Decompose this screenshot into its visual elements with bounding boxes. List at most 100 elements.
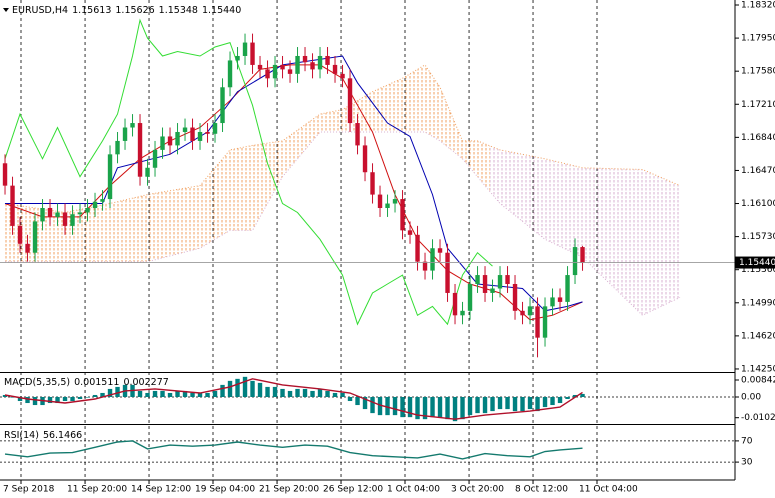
macd-bar <box>220 384 225 397</box>
candle-body <box>557 297 563 302</box>
indicator-header: RSI(14) 56.1466 <box>4 430 82 441</box>
candle-body <box>280 64 285 70</box>
candle-body <box>220 87 225 124</box>
candle-body <box>212 123 218 134</box>
macd-bar <box>445 396 450 420</box>
indicator-line <box>5 55 583 312</box>
candle-body <box>40 207 45 222</box>
candle-body <box>310 62 315 70</box>
macd-bar <box>145 392 150 397</box>
candle-body <box>445 252 450 293</box>
candle-body <box>332 64 338 74</box>
macd-bar <box>212 390 218 397</box>
candle-body <box>85 207 90 213</box>
macd-bar <box>190 392 195 397</box>
candle-body <box>302 55 308 63</box>
indicator-header: MACD(5,35,5) 0.001511 0.002277 <box>4 377 169 388</box>
y-tick-label: -0.010273 <box>741 413 775 423</box>
y-tick-label: 1.17210 <box>741 100 775 110</box>
candle-body <box>430 248 435 271</box>
candle-body <box>227 60 233 88</box>
x-tick-label: 11 Sep 20:00 <box>67 485 127 495</box>
macd-bar <box>62 396 68 402</box>
macd-bar <box>17 396 23 402</box>
y-tick-label: 1.14990 <box>741 298 775 308</box>
macd-bar <box>70 396 75 402</box>
candle-body <box>542 306 548 338</box>
macd-bar <box>452 396 458 422</box>
candle-body <box>107 154 113 200</box>
macd-bar <box>542 396 548 408</box>
y-tick-label: 1.16840 <box>741 133 775 143</box>
macd-bar <box>197 392 203 397</box>
macd-bar <box>100 392 105 397</box>
x-tick-label: 3 Oct 20:00 <box>451 485 504 495</box>
ichimoku-cloud <box>490 145 681 316</box>
macd-bar <box>332 392 338 397</box>
header-value: 56.1466 <box>43 430 82 441</box>
candle-body <box>475 275 480 285</box>
y-tick-label: 1.18320 <box>741 1 775 11</box>
candle-body <box>407 230 413 235</box>
macd-bar <box>152 390 158 397</box>
macd-bar <box>92 394 98 397</box>
candle-body <box>482 275 488 293</box>
macd-bar <box>77 396 83 400</box>
macd-bar <box>227 380 233 397</box>
x-tick-label: 14 Sep 12:00 <box>131 485 191 495</box>
candle-body <box>362 145 368 173</box>
candle-body <box>317 55 323 70</box>
candle-body <box>137 123 143 177</box>
macd-bar <box>535 396 540 412</box>
macd-bar <box>370 396 375 414</box>
candle-body <box>25 243 30 253</box>
candle-body <box>385 203 390 208</box>
x-tick-label: 8 Oct 12:00 <box>515 485 568 495</box>
macd-bar <box>460 396 465 420</box>
candle-body <box>580 247 585 263</box>
candle-body <box>437 248 443 253</box>
candle-body <box>10 185 15 226</box>
chart-header: EURUSD,H4 1.15613 1.15626 1.15348 1.15440 <box>12 5 241 16</box>
header-high: 1.15626 <box>115 5 154 16</box>
candle-body <box>377 194 383 208</box>
price-box <box>735 256 775 269</box>
macd-bar <box>295 388 300 397</box>
candle-body <box>160 136 165 150</box>
candle-body <box>70 214 75 226</box>
candle-body <box>197 131 203 141</box>
macd-bar <box>302 388 308 397</box>
macd-bar <box>137 390 143 397</box>
macd-bar <box>497 396 503 410</box>
macd-bar <box>580 393 585 397</box>
macd-bar <box>415 396 420 420</box>
macd-bar <box>2 394 8 397</box>
macd-bar <box>385 396 390 416</box>
price-label: 1.15440 <box>739 258 775 268</box>
macd-bar <box>257 382 263 397</box>
header-arrow <box>3 8 9 12</box>
y-tick-label: 30 <box>741 458 753 468</box>
candle-body <box>250 42 255 65</box>
macd-bar <box>572 394 578 397</box>
macd-bar <box>430 396 435 418</box>
y-tick-label: 1.14620 <box>741 331 775 341</box>
macd-bar <box>280 388 285 397</box>
candle-body <box>422 261 428 271</box>
x-tick-label: 11 Oct 04:00 <box>579 485 638 495</box>
header-title: EURUSD,H4 <box>12 5 68 16</box>
cloud-part <box>5 64 490 262</box>
candle-body <box>415 234 420 262</box>
macd-bar <box>160 390 165 397</box>
header-close: 1.15440 <box>202 5 241 16</box>
candle-body <box>452 292 458 316</box>
candle-body <box>287 69 293 74</box>
y-tick-label: 1.17950 <box>741 34 775 44</box>
macd-bar <box>205 392 210 397</box>
y-tick-label: 1.15360 <box>741 265 775 275</box>
candle-body <box>47 207 53 217</box>
macd-bar <box>115 386 120 397</box>
macd-bar <box>400 396 405 418</box>
candle-body <box>115 140 120 155</box>
macd-bar <box>490 396 495 412</box>
